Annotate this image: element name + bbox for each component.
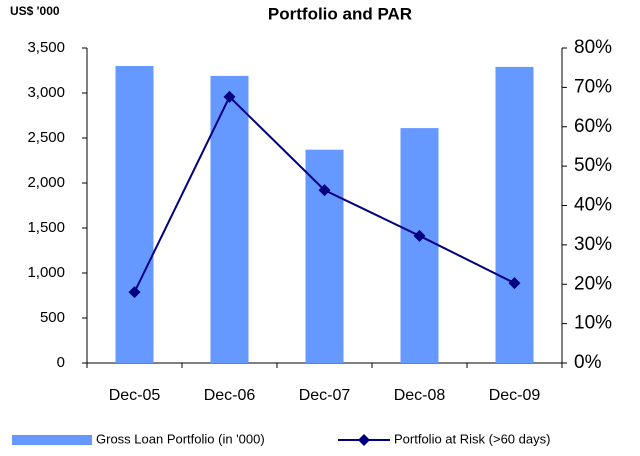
x-tick-label: Dec-08 xyxy=(394,387,446,404)
bar xyxy=(115,66,154,363)
bar xyxy=(210,75,249,364)
y2-tick-label: 80% xyxy=(574,37,612,58)
bar xyxy=(305,149,344,363)
y-tick-label: 0 xyxy=(57,354,65,371)
legend-label: Gross Loan Portfolio (in '000) xyxy=(96,431,265,446)
bar xyxy=(495,66,534,364)
y-tick-label: 2,500 xyxy=(27,129,65,146)
x-tick-label: Dec-05 xyxy=(109,387,161,404)
y-tick-label: 1,500 xyxy=(27,219,65,236)
line-marker xyxy=(508,277,521,290)
y-tick-label: 1,000 xyxy=(27,264,65,281)
x-tick-label: Dec-06 xyxy=(204,387,256,404)
legend-label: Portfolio at Risk (>60 days) xyxy=(394,431,550,446)
y2-tick-label: 20% xyxy=(574,273,612,294)
chart-title: Portfolio and PAR xyxy=(268,4,412,23)
legend-swatch xyxy=(12,435,92,445)
line-marker xyxy=(223,90,236,103)
y2-tick-label: 60% xyxy=(574,116,612,137)
y2-tick-label: 30% xyxy=(574,234,612,255)
line-marker xyxy=(413,229,426,242)
bar xyxy=(400,128,439,363)
x-tick-label: Dec-07 xyxy=(299,387,351,404)
legend-marker xyxy=(358,434,370,446)
y-tick-label: 2,000 xyxy=(27,174,65,191)
y-tick-label: 500 xyxy=(40,309,65,326)
y2-tick-label: 50% xyxy=(574,155,612,176)
y2-tick-label: 10% xyxy=(574,313,612,334)
y2-tick-label: 0% xyxy=(574,352,602,373)
y-tick-label: 3,500 xyxy=(27,39,65,56)
line-marker xyxy=(128,286,141,299)
y2-tick-label: 40% xyxy=(574,195,612,216)
line-marker xyxy=(318,184,331,197)
y-tick-label: 3,000 xyxy=(27,84,65,101)
x-tick-label: Dec-09 xyxy=(489,387,541,404)
y-axis-label: US$ '000 xyxy=(10,4,60,18)
y2-tick-label: 70% xyxy=(574,76,612,97)
